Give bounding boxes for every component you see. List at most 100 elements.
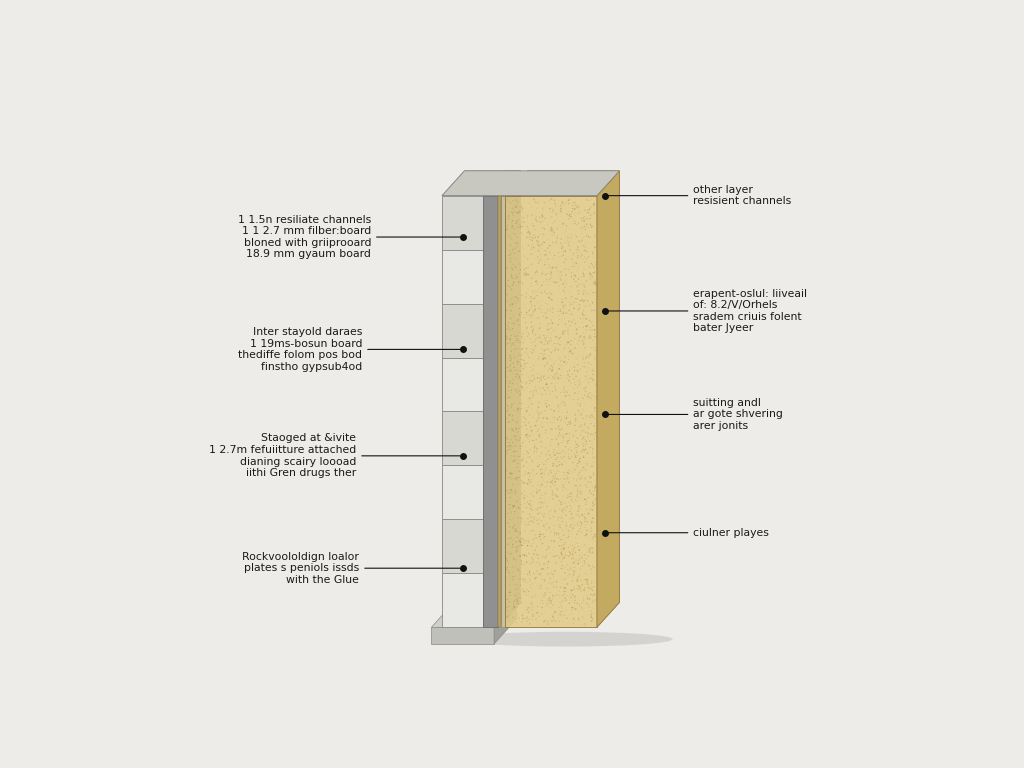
Point — [539, 312, 555, 324]
Point — [574, 360, 591, 372]
Point — [556, 538, 572, 551]
Point — [525, 511, 542, 523]
Point — [563, 272, 580, 284]
Point — [565, 296, 582, 308]
Point — [521, 409, 538, 421]
Point — [584, 504, 600, 516]
Point — [510, 378, 526, 390]
Point — [505, 478, 521, 491]
Point — [523, 258, 540, 270]
Point — [546, 404, 562, 416]
Point — [516, 263, 532, 276]
Point — [564, 574, 581, 587]
Point — [558, 428, 574, 440]
Point — [517, 518, 534, 531]
Point — [581, 351, 597, 363]
Point — [510, 288, 526, 300]
Point — [513, 353, 529, 366]
Point — [565, 215, 582, 227]
Point — [522, 541, 539, 553]
Point — [587, 430, 603, 442]
Point — [507, 440, 523, 452]
Point — [542, 246, 558, 258]
Point — [513, 475, 529, 487]
Point — [541, 292, 557, 304]
Point — [569, 488, 586, 501]
Point — [548, 200, 564, 212]
Point — [556, 356, 572, 368]
Point — [562, 547, 579, 559]
Point — [521, 617, 538, 630]
Point — [529, 372, 546, 384]
Point — [543, 369, 559, 382]
Point — [555, 431, 571, 443]
Point — [510, 435, 526, 447]
Point — [560, 373, 577, 386]
Point — [532, 568, 549, 580]
Point — [520, 261, 537, 273]
Point — [546, 255, 562, 267]
Point — [546, 443, 562, 455]
Point — [531, 528, 548, 541]
Point — [587, 530, 603, 542]
Point — [502, 487, 518, 499]
Point — [567, 296, 584, 309]
Point — [565, 614, 582, 627]
Point — [505, 430, 521, 442]
Point — [508, 485, 524, 498]
Point — [531, 525, 548, 538]
Point — [503, 586, 519, 598]
Point — [575, 334, 592, 346]
Point — [565, 314, 582, 326]
Point — [574, 604, 591, 616]
Point — [554, 548, 570, 561]
Point — [548, 207, 564, 220]
Point — [566, 541, 583, 554]
Point — [517, 429, 534, 442]
Point — [522, 511, 539, 523]
Point — [514, 343, 530, 355]
Point — [519, 367, 536, 379]
Point — [507, 364, 523, 376]
Point — [509, 333, 525, 345]
Point — [520, 210, 537, 222]
Point — [587, 528, 603, 541]
Point — [573, 249, 590, 261]
Point — [528, 607, 545, 619]
Point — [550, 319, 566, 331]
Polygon shape — [442, 358, 483, 412]
Point — [514, 202, 530, 214]
Point — [527, 333, 544, 346]
Point — [577, 530, 593, 542]
Point — [527, 291, 544, 303]
Point — [568, 446, 585, 458]
Point — [540, 298, 556, 310]
Point — [572, 363, 589, 376]
Point — [587, 324, 603, 336]
Point — [577, 398, 593, 410]
Point — [561, 365, 578, 377]
Point — [513, 380, 529, 392]
Point — [526, 336, 543, 348]
Point — [571, 455, 588, 468]
Point — [572, 429, 589, 442]
Point — [535, 412, 551, 425]
Point — [566, 449, 583, 461]
Point — [588, 331, 604, 343]
Point — [499, 333, 515, 345]
Point — [540, 561, 556, 574]
Point — [561, 598, 578, 610]
Point — [513, 440, 529, 452]
Point — [552, 437, 568, 449]
Point — [515, 375, 531, 387]
Point — [511, 267, 527, 280]
Point — [545, 489, 561, 502]
Point — [505, 388, 521, 400]
Point — [543, 353, 559, 365]
Point — [552, 503, 568, 515]
Point — [505, 425, 521, 437]
Point — [585, 447, 601, 459]
Point — [516, 470, 532, 482]
Point — [514, 616, 530, 628]
Point — [567, 270, 584, 282]
